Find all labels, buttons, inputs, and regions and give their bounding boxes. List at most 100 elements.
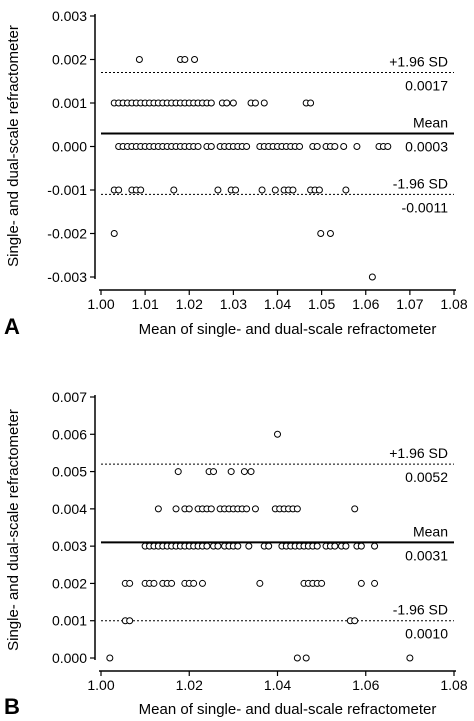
data-point [317,230,325,237]
data-point [318,579,326,587]
mean-label: Mean [413,523,448,539]
data-point [126,617,134,625]
data-point [227,468,235,476]
data-point [154,505,162,513]
upper-loa-value: 0.0052 [405,469,448,485]
data-point [203,542,211,550]
data-point [271,186,279,194]
data-point [326,230,334,237]
y-tick-label: 0.006 [52,426,87,442]
panel-letter: B [4,694,20,719]
y-tick-label: 0.001 [52,95,87,111]
data-point [172,505,180,513]
mean-value: 0.0003 [405,138,448,154]
panel-letter: A [4,314,20,339]
x-tick-label: 1.01 [132,296,159,312]
y-axis-title: Single- and dual-scale refractometer [5,25,22,267]
upper-loa-label: +1.96 SD [389,54,448,70]
data-point [185,505,193,513]
data-point [256,579,264,587]
data-point [331,542,339,550]
x-tick-label: 1.02 [176,296,203,312]
data-point [357,579,365,587]
x-tick-label: 1.03 [220,296,247,312]
x-tick-label: 1.00 [87,677,114,693]
y-tick-label: 0.001 [52,613,87,629]
chart-panel-b: 0.000 0.001 0.002 0.003 0.004 0.005 0.006 0.007… [4,389,468,719]
data-point [232,186,240,194]
data-point [174,468,182,476]
data-point [307,99,315,107]
data-point [207,143,215,150]
data-point [210,468,218,476]
data-point [234,542,242,550]
x-tick-label: 1.05 [308,296,335,312]
data-point [342,542,350,550]
lower-loa-value: -0.0011 [402,199,449,215]
data-point [229,99,237,107]
y-tick-label: 0.002 [52,52,87,68]
data-point [368,273,376,281]
y-axis-title: Single- and dual-scale refractometer [5,409,22,651]
data-point [115,186,123,194]
x-tick-label: 1.08 [440,677,467,693]
data-point [340,143,348,150]
data-point [384,143,392,150]
mean-label: Mean [413,114,448,130]
data-point [260,99,268,107]
data-point [190,579,198,587]
y-tick-label: 0.003 [52,538,87,554]
y-tick-label: 0.000 [52,650,87,666]
data-point [258,186,266,194]
data-point [293,654,301,662]
data-point [353,143,361,150]
x-tick-label: 1.07 [396,296,423,312]
upper-loa-value: 0.0017 [405,78,448,94]
y-tick-label: 0.005 [52,464,87,480]
x-tick-label: 1.08 [440,296,467,312]
data-point [240,468,248,476]
data-point [243,505,251,513]
data-point [251,99,259,107]
data-point [351,505,359,513]
data-point [194,143,202,150]
data-point [168,579,176,587]
data-point [110,230,118,237]
mean-value: 0.0031 [405,547,448,563]
x-tick-label: 1.04 [264,677,291,693]
data-point [289,186,297,194]
data-point [198,579,206,587]
upper-loa-label: +1.96 SD [389,445,448,461]
y-tick-label: 0.004 [52,501,87,517]
x-axis-title: Mean of single- and dual-scale refractom… [139,321,437,338]
data-point [150,579,158,587]
x-tick-label: 1.02 [176,677,203,693]
lower-loa-label: -1.96 SD [393,175,448,191]
data-point [223,99,231,107]
data-point [247,468,255,476]
data-point [191,56,199,63]
data-point [137,186,145,194]
data-point [371,579,379,587]
data-point [351,617,359,625]
data-point [357,542,365,550]
data-point [207,99,215,107]
data-point [214,186,222,194]
data-point [251,505,259,513]
y-tick-label: -0.001 [47,182,87,198]
data-point [302,654,310,662]
data-point [342,186,350,194]
data-point [406,654,414,662]
x-tick-label: 1.06 [352,677,379,693]
data-point [106,654,114,662]
data-point [126,579,134,587]
y-tick-label: -0.003 [47,269,87,285]
chart-panel-a: -0.003 -0.002 -0.001 0.000 0.001 0.002 0.003 1.… [4,8,468,339]
data-point [245,542,253,550]
data-point [214,542,222,550]
y-tick-label: 0.002 [52,575,87,591]
data-point [371,542,379,550]
lower-loa-value: 0.0010 [405,626,448,642]
y-tick-label: -0.002 [47,226,87,242]
